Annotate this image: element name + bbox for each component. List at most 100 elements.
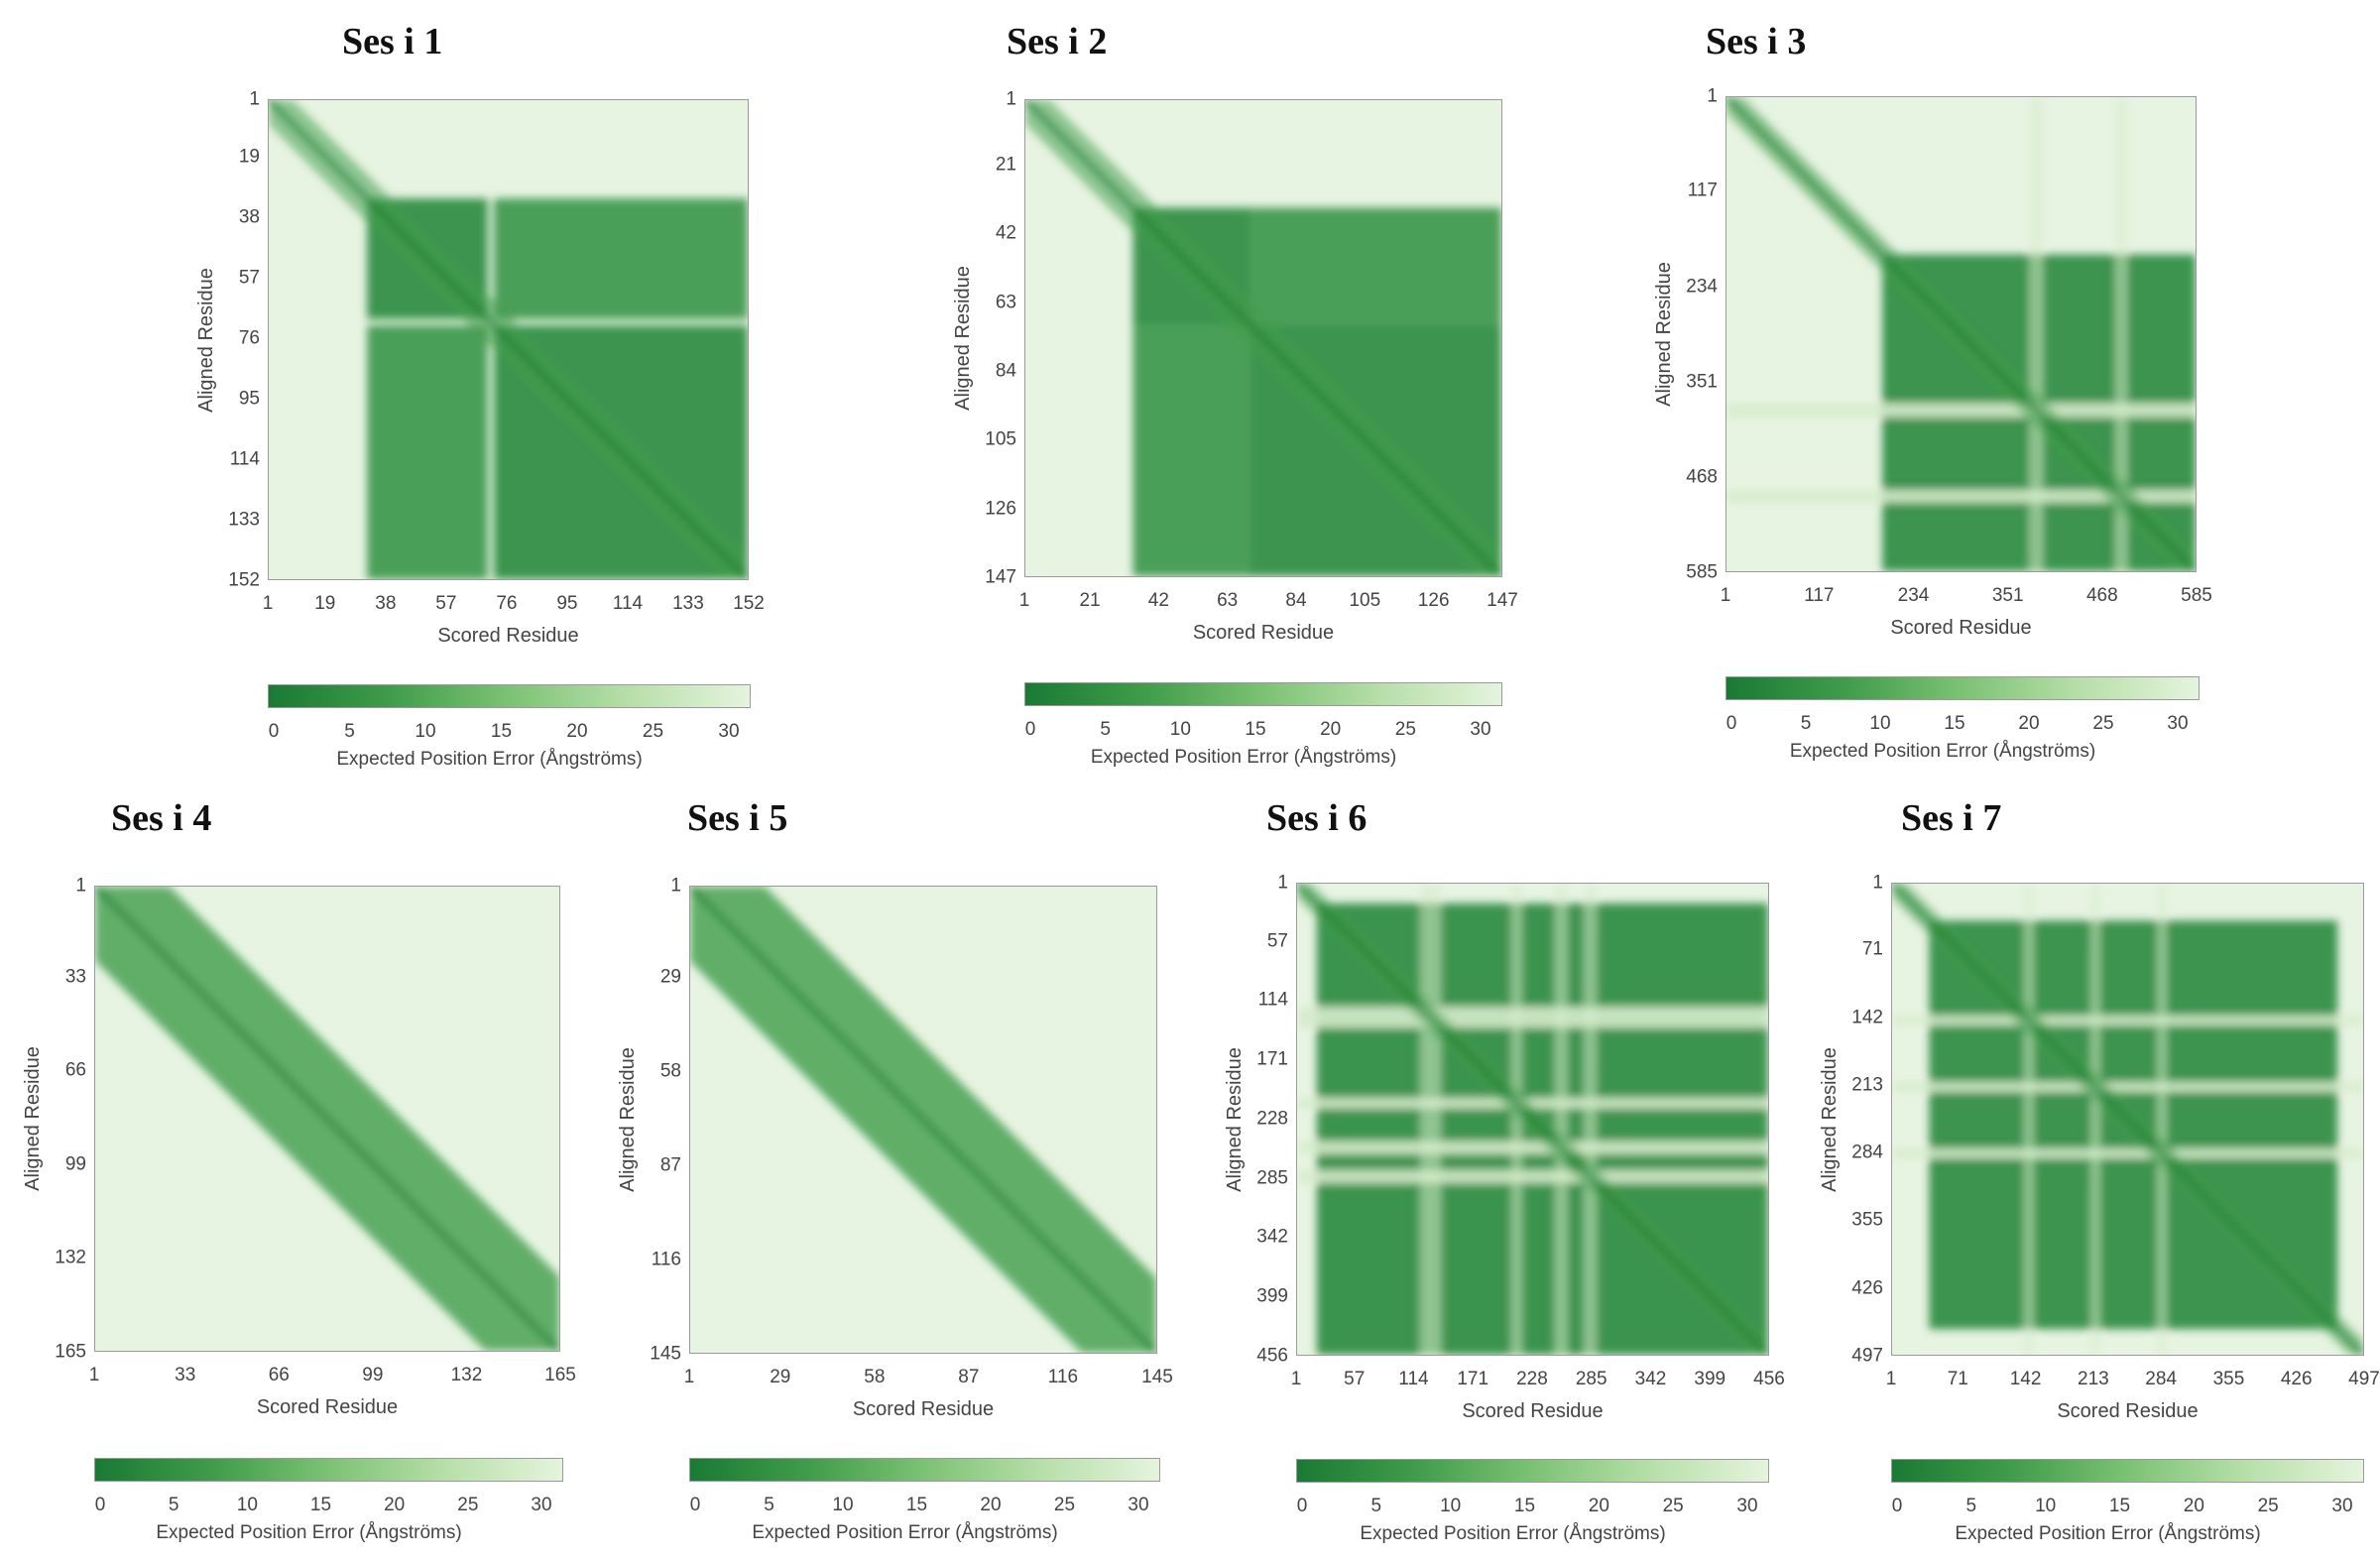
cross-block [1132, 324, 1250, 576]
diagonal-line [1025, 100, 1501, 576]
x-tick-label: 147 [1487, 590, 1518, 611]
cross-block [494, 198, 748, 319]
colorbar-label: Expected Position Error (Ångströms) [156, 1522, 462, 1543]
colorbar-tick: 25 [2257, 1496, 2279, 1516]
gap-col [2024, 884, 2034, 1355]
diagonal-line [95, 887, 559, 1351]
x-tick-label: 1 [1885, 1369, 1897, 1389]
x-tick-label: 234 [1897, 585, 1930, 606]
y-tick-label: 1 [75, 875, 86, 897]
y-tick-label: 468 [1686, 466, 1718, 488]
x-tick-label: 105 [1349, 590, 1381, 611]
colorbar-gradient [1296, 1459, 1769, 1483]
x-tick-label: 29 [770, 1367, 791, 1387]
y-tick-label: 21 [995, 154, 1016, 176]
colorbar-tick: 0 [1891, 1496, 1903, 1516]
x-tick-label: 1 [1290, 1369, 1302, 1389]
colorbar-tick: 25 [1053, 1495, 1076, 1515]
colorbar-tick: 20 [980, 1495, 1002, 1515]
y-tick-label: 228 [1256, 1108, 1288, 1130]
y-tick-label: 426 [1851, 1277, 1883, 1299]
x-tick-label: 399 [1694, 1369, 1726, 1389]
x-tick-label: 228 [1516, 1369, 1548, 1389]
x-tick-label: 1 [88, 1365, 100, 1385]
y-tick-label: 1 [1006, 88, 1016, 110]
y-tick-label: 399 [1256, 1285, 1288, 1307]
panel-title: Ses i 1 [342, 21, 443, 62]
y-tick-label: 171 [1256, 1048, 1288, 1070]
y-axis-label: Aligned Residue [22, 1046, 44, 1191]
colorbar-tick: 25 [1662, 1496, 1684, 1516]
x-tick-label: 284 [2145, 1369, 2178, 1389]
heatmap-svg [1726, 97, 2196, 571]
colorbar-tick: 10 [415, 721, 436, 742]
colorbar-tick: 15 [905, 1495, 928, 1515]
y-tick-label: 284 [1851, 1141, 1883, 1163]
y-tick-label: 95 [238, 388, 260, 410]
x-tick-label: 33 [175, 1365, 196, 1385]
gap-col [2029, 97, 2044, 571]
colorbar-tick: 20 [2183, 1496, 2204, 1516]
y-tick-label: 114 [1257, 989, 1288, 1011]
heatmap-layer [1726, 97, 2196, 571]
colorbar-gradient [94, 1458, 563, 1482]
colorbar-tick: 5 [344, 721, 355, 742]
y-tick-label: 84 [995, 360, 1016, 382]
heatmap-svg [95, 887, 559, 1351]
colorbar-gradient [1726, 676, 2200, 700]
colorbar-tick: 5 [1370, 1496, 1382, 1516]
x-axis-label: Scored Residue [1192, 622, 1335, 644]
x-tick-label: 116 [1047, 1367, 1079, 1387]
colorbar-tick: 0 [268, 721, 280, 742]
y-tick-label: 76 [238, 327, 260, 349]
diagonal-line [690, 887, 1156, 1353]
colorbar-tick: 30 [718, 721, 740, 742]
y-axis-label: Aligned Residue [1653, 262, 1675, 407]
colorbar-tick: 10 [1869, 713, 1891, 734]
y-tick-label: 213 [1851, 1074, 1883, 1096]
y-tick-label: 355 [1851, 1209, 1883, 1231]
y-tick-label: 42 [995, 222, 1016, 244]
colorbar-label: Expected Position Error (Ångströms) [1090, 747, 1397, 768]
colorbar-gradient [268, 684, 751, 708]
panel-title: Ses i 5 [687, 797, 788, 839]
pae-heatmap [689, 886, 1157, 1354]
x-tick-label: 42 [1147, 590, 1169, 611]
cross-block [367, 325, 488, 579]
x-tick-label: 99 [362, 1365, 384, 1385]
y-tick-label: 1 [1707, 85, 1718, 107]
colorbar-tick: 15 [2108, 1496, 2131, 1516]
x-tick-label: 132 [450, 1365, 483, 1385]
diagonal-line [1892, 884, 2363, 1355]
gap-col [1554, 884, 1568, 1355]
y-tick-label: 57 [238, 267, 260, 289]
x-tick-label: 1 [1018, 590, 1030, 611]
y-tick-label: 1 [249, 88, 260, 110]
heatmap-layer [95, 887, 559, 1351]
colorbar-label: Expected Position Error (Ångströms) [1955, 1523, 2261, 1544]
y-tick-label: 147 [985, 566, 1016, 588]
y-tick-label: 145 [650, 1343, 681, 1365]
colorbar-tick: 25 [2092, 713, 2114, 734]
x-tick-label: 142 [2009, 1369, 2042, 1389]
colorbar-tick: 30 [2331, 1496, 2353, 1516]
heatmap-svg [1297, 884, 1768, 1355]
x-tick-label: 58 [864, 1367, 886, 1387]
heatmap-svg [1892, 884, 2363, 1355]
y-tick-label: 1 [1872, 872, 1883, 894]
pae-heatmap [1024, 99, 1502, 577]
colorbar-tick: 0 [1726, 713, 1737, 734]
y-tick-label: 99 [64, 1153, 86, 1175]
y-tick-label: 87 [659, 1154, 681, 1176]
colorbar-tick: 10 [1440, 1496, 1462, 1516]
y-tick-label: 142 [1851, 1007, 1883, 1028]
colorbar-tick: 5 [1100, 719, 1111, 740]
y-axis-label: Aligned Residue [952, 266, 974, 411]
gap-row [1892, 1082, 2363, 1092]
x-tick-label: 114 [612, 593, 644, 614]
y-tick-label: 19 [238, 146, 260, 168]
y-tick-label: 116 [651, 1249, 681, 1270]
gap-row [1726, 490, 2196, 503]
y-tick-label: 126 [985, 498, 1016, 520]
x-tick-label: 213 [2078, 1369, 2109, 1389]
